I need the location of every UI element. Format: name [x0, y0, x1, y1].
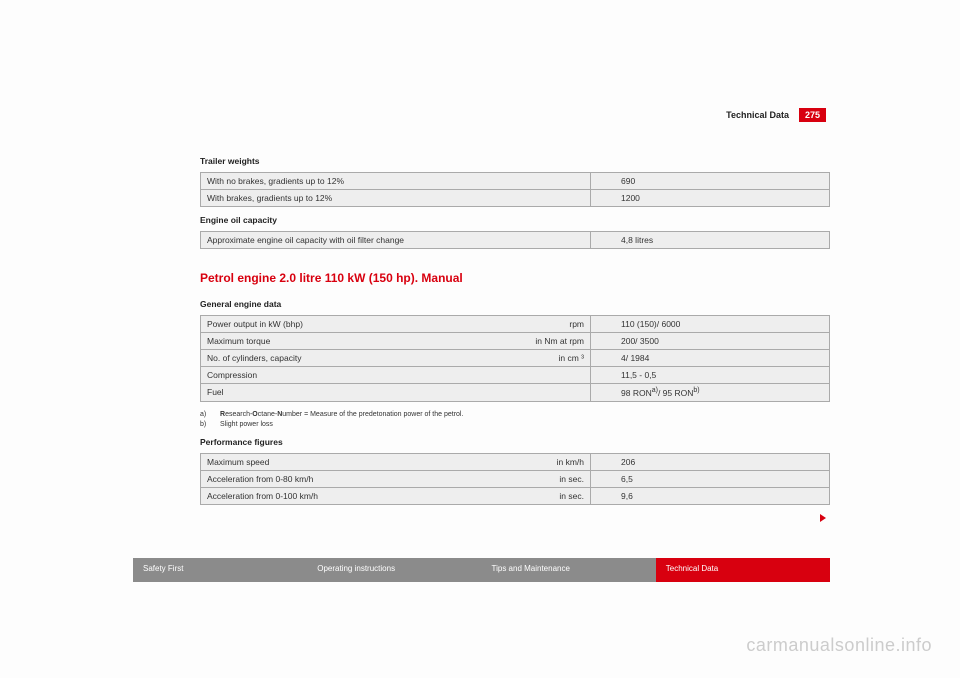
row-label: Power output in kW (bhp) [207, 319, 303, 329]
row-label: Acceleration from 0-80 km/h [207, 474, 313, 484]
bottom-nav: Safety First Operating instructions Tips… [133, 558, 830, 582]
section-label-oil: Engine oil capacity [200, 215, 830, 225]
row-unit: in Nm at rpm [535, 336, 584, 346]
cell-label: Acceleration from 0-100 km/h in sec. [201, 488, 591, 505]
watermark: carmanualsonline.info [746, 635, 932, 656]
footnote-text: Research-Octane-Number = Measure of the … [220, 410, 463, 420]
page-number: 275 [799, 108, 826, 122]
section-label-trailer: Trailer weights [200, 156, 830, 166]
cell-label: Power output in kW (bhp) rpm [201, 316, 591, 333]
cell-value: 11,5 - 0,5 [591, 367, 830, 384]
cell-value: 690 [591, 173, 830, 190]
table-row: Acceleration from 0-80 km/h in sec. 6,5 [201, 471, 830, 488]
cell-label: With brakes, gradients up to 12% [201, 190, 591, 207]
page-content: Trailer weights With no brakes, gradient… [200, 148, 830, 513]
footnote-row: a) Research-Octane-Number = Measure of t… [200, 410, 830, 420]
table-row: Maximum torque in Nm at rpm 200/ 3500 [201, 333, 830, 350]
continue-marker [820, 514, 826, 522]
cell-value: 110 (150)/ 6000 [591, 316, 830, 333]
table-row: Fuel 98 RONa)/ 95 RONb) [201, 384, 830, 402]
table-row: Acceleration from 0-100 km/h in sec. 9,6 [201, 488, 830, 505]
table-row: With no brakes, gradients up to 12% 690 [201, 173, 830, 190]
footnote-marker: a) [200, 410, 210, 420]
nav-tab-safety[interactable]: Safety First [133, 558, 307, 582]
header-title: Technical Data [726, 110, 789, 120]
cell-value: 1200 [591, 190, 830, 207]
row-label: Acceleration from 0-100 km/h [207, 491, 318, 501]
section-label-performance: Performance figures [200, 437, 830, 447]
cell-value: 6,5 [591, 471, 830, 488]
footnote-marker: b) [200, 420, 210, 430]
nav-tab-technical[interactable]: Technical Data [656, 558, 830, 582]
cell-label: Maximum speed in km/h [201, 454, 591, 471]
cell-label: Compression [201, 367, 591, 384]
cell-value: 200/ 3500 [591, 333, 830, 350]
row-unit: in cm ³ [559, 353, 585, 363]
cell-value: 98 RONa)/ 95 RONb) [591, 384, 830, 402]
nav-tab-tips[interactable]: Tips and Maintenance [482, 558, 656, 582]
row-unit: in km/h [557, 457, 584, 467]
table-engine-oil: Approximate engine oil capacity with oil… [200, 231, 830, 249]
row-label: Maximum speed [207, 457, 269, 467]
table-row: With brakes, gradients up to 12% 1200 [201, 190, 830, 207]
cell-value: 4/ 1984 [591, 350, 830, 367]
cell-label: No. of cylinders, capacity in cm ³ [201, 350, 591, 367]
nav-tab-operating[interactable]: Operating instructions [307, 558, 481, 582]
cell-value: 4,8 litres [591, 232, 830, 249]
cell-value: 9,6 [591, 488, 830, 505]
footnote-row: b) Slight power loss [200, 420, 830, 430]
table-performance: Maximum speed in km/h 206 Acceleration f… [200, 453, 830, 505]
footnote-text: Slight power loss [220, 420, 273, 430]
footnotes: a) Research-Octane-Number = Measure of t… [200, 410, 830, 430]
cell-label: Acceleration from 0-80 km/h in sec. [201, 471, 591, 488]
cell-label: Maximum torque in Nm at rpm [201, 333, 591, 350]
table-row: Compression 11,5 - 0,5 [201, 367, 830, 384]
page-header: Technical Data 275 [726, 108, 826, 122]
row-unit: in sec. [559, 491, 584, 501]
row-unit: rpm [569, 319, 584, 329]
table-row: Power output in kW (bhp) rpm 110 (150)/ … [201, 316, 830, 333]
section-label-general: General engine data [200, 299, 830, 309]
cell-label: Approximate engine oil capacity with oil… [201, 232, 591, 249]
cell-label: Fuel [201, 384, 591, 402]
engine-heading: Petrol engine 2.0 litre 110 kW (150 hp).… [200, 271, 830, 285]
cell-value: 206 [591, 454, 830, 471]
cell-label: With no brakes, gradients up to 12% [201, 173, 591, 190]
table-general-engine: Power output in kW (bhp) rpm 110 (150)/ … [200, 315, 830, 402]
row-label: No. of cylinders, capacity [207, 353, 301, 363]
table-row: Maximum speed in km/h 206 [201, 454, 830, 471]
table-row: Approximate engine oil capacity with oil… [201, 232, 830, 249]
table-row: No. of cylinders, capacity in cm ³ 4/ 19… [201, 350, 830, 367]
table-trailer-weights: With no brakes, gradients up to 12% 690 … [200, 172, 830, 207]
row-label: Maximum torque [207, 336, 270, 346]
row-unit: in sec. [559, 474, 584, 484]
